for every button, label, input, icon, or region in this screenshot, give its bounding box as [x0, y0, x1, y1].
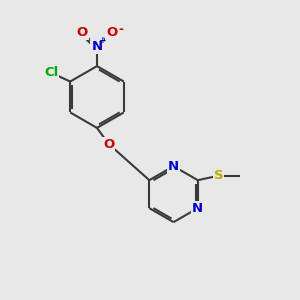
Text: Cl: Cl	[44, 66, 58, 79]
Text: N: N	[168, 160, 179, 173]
Text: -: -	[119, 23, 124, 36]
Text: +: +	[99, 36, 107, 45]
Text: O: O	[106, 26, 117, 39]
Text: N: N	[192, 202, 203, 215]
Text: O: O	[77, 26, 88, 39]
Text: O: O	[103, 138, 114, 151]
Text: N: N	[92, 40, 103, 53]
Text: S: S	[214, 169, 223, 182]
